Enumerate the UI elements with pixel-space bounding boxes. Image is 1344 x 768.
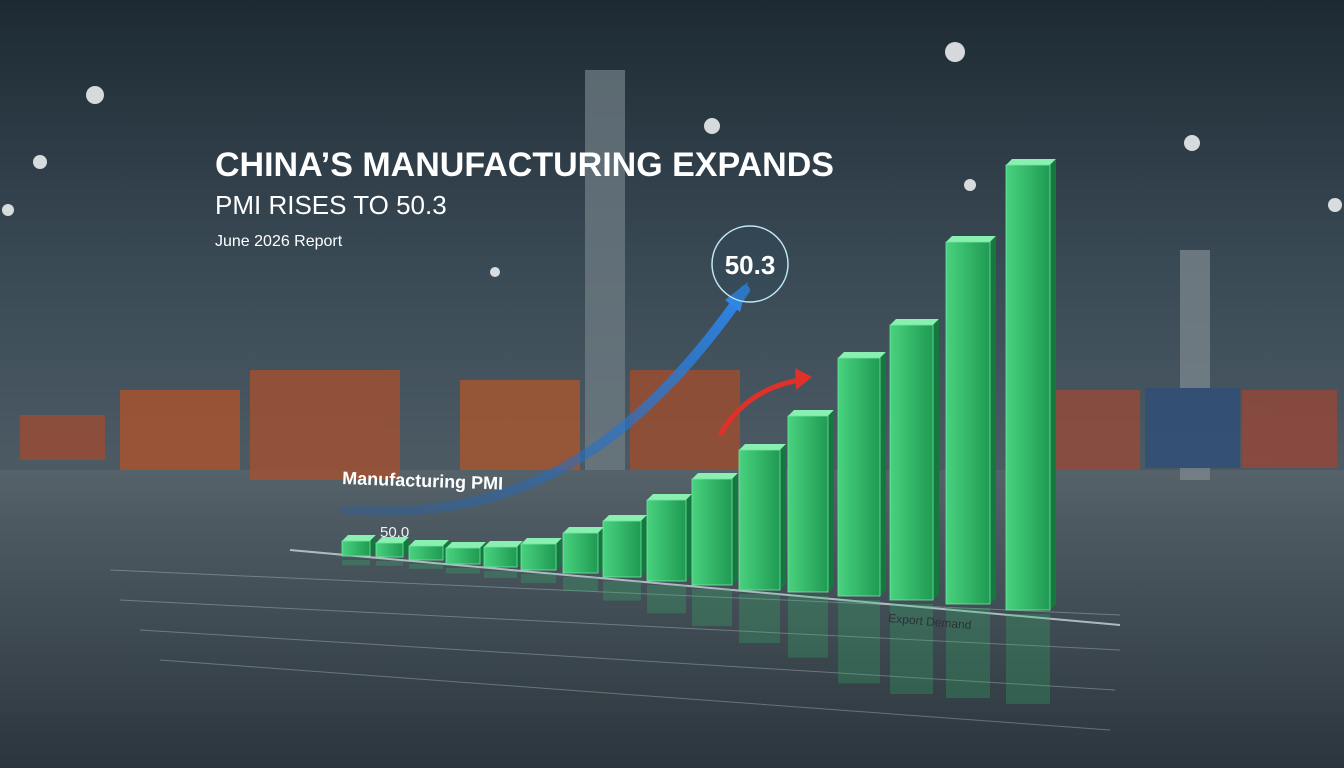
bar-decoration (641, 515, 647, 577)
warehouse-background (20, 70, 1337, 480)
callout-value: 50.3 (725, 250, 776, 280)
bar-decoration (691, 478, 733, 586)
bar-decoration (403, 537, 409, 557)
export-arrow-head (795, 368, 812, 390)
bar-decoration (563, 527, 604, 533)
bar-decoration (446, 542, 486, 548)
bar-decoration (1006, 159, 1056, 165)
bar-decoration (946, 236, 996, 242)
bar-decoration (376, 537, 409, 543)
ceiling-lights (2, 42, 1342, 277)
bar-decoration (647, 494, 692, 500)
bar-decoration (376, 561, 403, 566)
bar-decoration (409, 540, 449, 546)
bar-decoration (341, 540, 371, 557)
bar-decoration (556, 538, 562, 570)
bar-decoration (692, 473, 738, 479)
bar-decoration (446, 568, 480, 574)
date: June 2026 Report (215, 233, 343, 250)
export-arrow (717, 377, 801, 437)
bar-decoration (1006, 614, 1050, 704)
bar-decoration (889, 324, 934, 601)
bar-decoration (408, 545, 444, 561)
bar-decoration (445, 547, 481, 565)
bar-decoration (692, 589, 732, 627)
bar-decoration (788, 410, 834, 416)
bar-decoration (828, 410, 834, 592)
bar-decoration (603, 515, 647, 521)
bar-decoration (520, 543, 557, 571)
bar-decoration (837, 357, 881, 597)
bar-decoration (603, 581, 641, 601)
bar-decoration (1005, 164, 1051, 611)
bar-decoration (521, 574, 556, 584)
bar-decoration (738, 449, 781, 591)
bar-decoration (739, 444, 786, 450)
bar-decoration (946, 608, 990, 698)
bar-decoration (1050, 159, 1056, 610)
bar-decoration (732, 473, 738, 585)
bar-decoration (945, 241, 991, 605)
bar-decoration (890, 604, 933, 694)
bar-decoration (787, 415, 829, 593)
bar-decoration (890, 319, 939, 325)
floor-grid (109, 549, 1121, 731)
bar-group (341, 159, 1056, 704)
callout-circle (711, 225, 789, 303)
bar-decoration (647, 585, 686, 614)
bar-decoration (739, 594, 780, 643)
bar-decoration (562, 532, 599, 574)
subtitle: PMI RISES TO 50.3 (215, 190, 447, 220)
bar-decoration (563, 577, 598, 591)
bar-decoration (484, 571, 517, 578)
title: CHINA’S MANUFACTURING EXPANDS (215, 146, 834, 184)
bar-decoration (880, 352, 886, 596)
bar-decoration (342, 535, 376, 541)
bar-decoration (646, 499, 687, 582)
pmi-arrow (340, 285, 750, 517)
baseline-label: 50.0 (380, 524, 409, 541)
bar-decoration (483, 546, 518, 568)
bar-decoration (838, 352, 886, 358)
bar-decoration (375, 542, 404, 558)
bar-decoration (484, 541, 523, 547)
bar-decoration (933, 319, 939, 600)
bar-decoration (838, 600, 880, 684)
bar-decoration (780, 444, 786, 590)
bar-decoration (686, 494, 692, 581)
bar-decoration (370, 535, 376, 556)
bar-decoration (409, 564, 443, 569)
bar-decoration (342, 560, 370, 566)
bar-decoration (990, 236, 996, 604)
bar-decoration (602, 520, 642, 578)
bar-decoration (521, 538, 562, 544)
pmi-arrow-head (725, 282, 748, 312)
bar-decoration (788, 596, 828, 658)
bar-decoration (598, 527, 604, 573)
